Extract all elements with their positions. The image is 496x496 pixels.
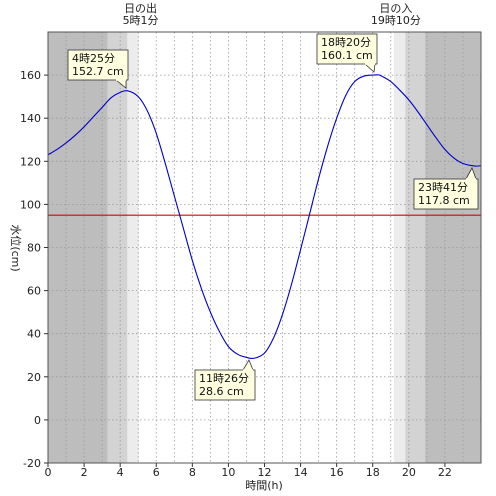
x-tick-label: 2 — [81, 466, 88, 479]
night-band — [48, 32, 108, 463]
x-tick-label: 18 — [366, 466, 380, 479]
callout-box — [67, 49, 129, 81]
extreme-value: 117.8 cm — [418, 194, 470, 207]
extreme-value: 160.1 cm — [321, 49, 373, 62]
x-tick-label: 14 — [294, 466, 308, 479]
y-tick-label: 160 — [20, 69, 41, 82]
callout-box — [413, 178, 479, 210]
extreme-value: 152.7 cm — [72, 65, 124, 78]
y-tick-label: -20 — [23, 457, 41, 470]
callout-box — [194, 369, 256, 401]
sun-event-time: 19時10分 — [371, 14, 421, 27]
y-tick-label: 60 — [27, 285, 41, 298]
extreme-time: 18時20分 — [321, 36, 371, 49]
dusk-band — [393, 32, 406, 463]
x-tick-label: 4 — [117, 466, 124, 479]
x-tick-label: 12 — [258, 466, 272, 479]
sun-event-time: 5時1分 — [123, 14, 159, 27]
x-tick-label: 16 — [330, 466, 344, 479]
x-axis-label: 時間(h) — [245, 479, 283, 492]
y-tick-label: 100 — [20, 198, 41, 211]
tide-curve — [47, 74, 482, 360]
extreme-time: 23時41分 — [418, 181, 468, 194]
extreme-value: 28.6 cm — [199, 385, 244, 398]
x-tick-label: 8 — [189, 466, 196, 479]
callout-box — [316, 33, 378, 65]
extreme-time: 4時25分 — [72, 52, 115, 65]
sun-event-label: 日の入 — [379, 2, 412, 15]
x-tick-label: 10 — [221, 466, 235, 479]
y-tick-label: 40 — [27, 328, 41, 341]
y-tick-label: 0 — [34, 414, 41, 427]
series-layer — [47, 74, 482, 360]
x-tick-label: 22 — [438, 466, 452, 479]
y-tick-label: 20 — [27, 371, 41, 384]
y-tick-label: 80 — [27, 242, 41, 255]
y-tick-label: 140 — [20, 112, 41, 125]
x-tick-label: 20 — [402, 466, 416, 479]
y-tick-label: 120 — [20, 155, 41, 168]
x-tick-label: 0 — [45, 466, 52, 479]
twilight-band — [405, 32, 426, 463]
extreme-time: 11時26分 — [199, 372, 249, 385]
axes: 0 2 4 6 8 10 12 14 16 18 20 22 -20 0 20 40 60 80 100 120 140… — [20, 31, 482, 479]
sun-event-label: 日の出 — [124, 1, 157, 15]
x-tick-label: 6 — [153, 466, 160, 479]
y-axis-label: 水位(cm) — [9, 224, 23, 271]
